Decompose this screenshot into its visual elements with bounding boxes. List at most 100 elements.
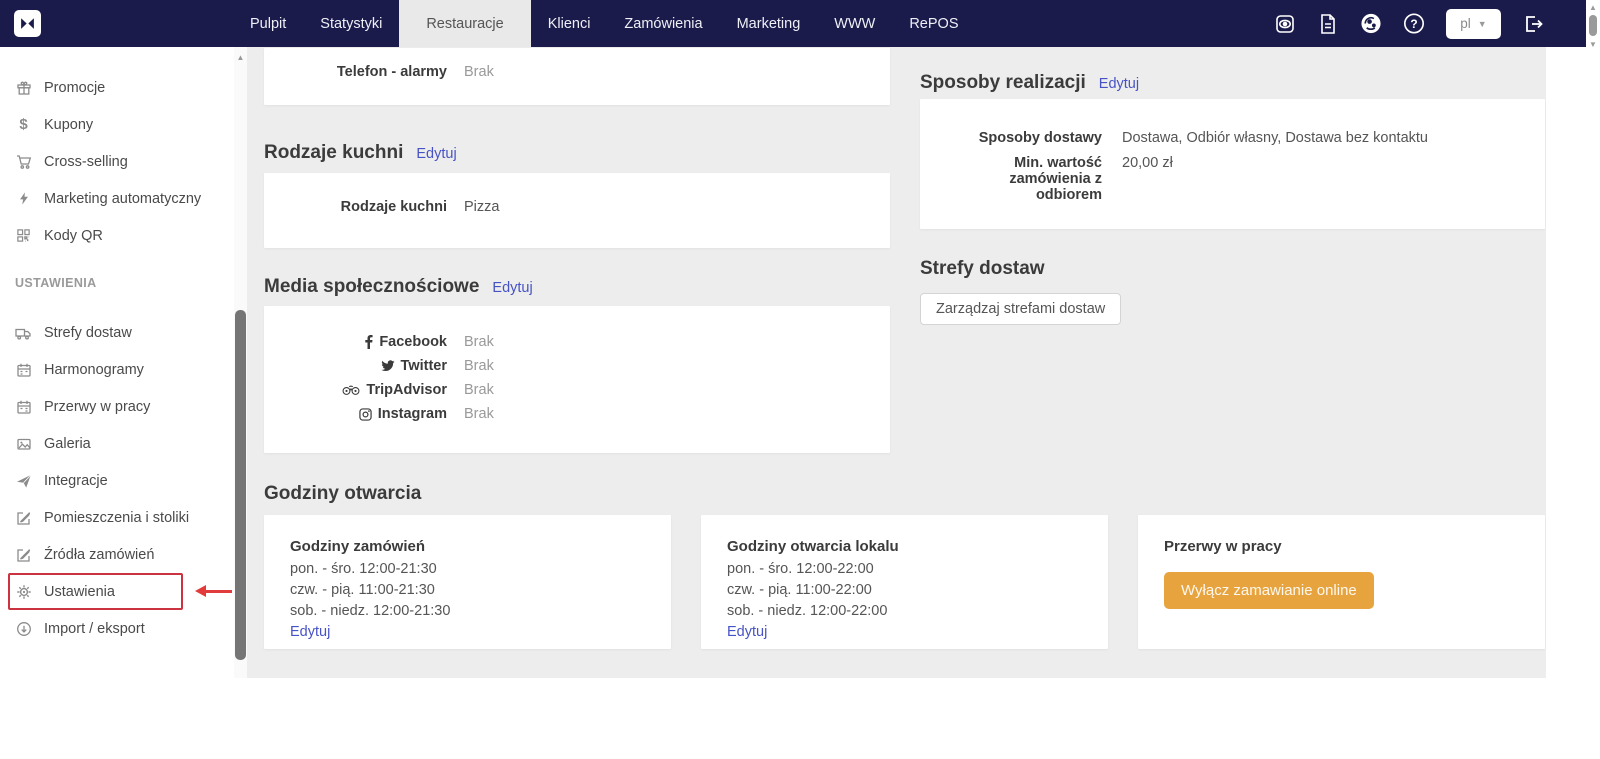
nav-item-zamowienia[interactable]: Zamówienia xyxy=(624,15,703,32)
venue-hours-edit-link[interactable]: Edytuj xyxy=(727,624,768,640)
hours-line: pon. - śro. 12:00-22:00 xyxy=(727,561,874,577)
phone-alarms-value: Brak xyxy=(464,64,494,80)
sidebar-item-import-eksport[interactable]: Import / eksport xyxy=(0,610,247,647)
sidebar-item-label: Przerwy w pracy xyxy=(44,398,151,415)
sidebar-item-label: Strefy dostaw xyxy=(44,324,132,341)
instagram-icon xyxy=(359,407,372,421)
nav-item-restauracje[interactable]: Restauracje xyxy=(399,0,531,47)
order-hours-edit-link[interactable]: Edytuj xyxy=(290,624,331,640)
image-icon xyxy=(15,435,32,452)
sidebar-item-label: Kupony xyxy=(44,116,94,133)
twitter-icon xyxy=(380,360,395,372)
cuisine-row-label: Rodzaje kuchni xyxy=(340,199,447,215)
import-export-icon xyxy=(15,620,32,637)
opening-hours-section: Godziny otwarcia Godziny zamówień pon. -… xyxy=(247,483,1546,649)
nav-item-pulpit[interactable]: Pulpit xyxy=(250,15,287,32)
cuisine-edit-link[interactable]: Edytuj xyxy=(416,146,457,162)
sidebar-item-harmonogramy[interactable]: Harmonogramy xyxy=(0,351,247,388)
sidebar-item-label: Cross-selling xyxy=(44,153,128,170)
main-content: Telefon - alarmy Brak Rodzaje kuchni Edy… xyxy=(247,47,1546,678)
language-dropdown[interactable]: pl ▼ xyxy=(1446,8,1501,39)
delivery-methods-value: Dostawa, Odbiór własny, Dostawa bez kont… xyxy=(1122,130,1428,146)
sidebar-item-label: Integracje xyxy=(44,472,108,489)
sidebar-item-label: Ustawienia xyxy=(44,583,115,600)
twitter-label: Twitter xyxy=(288,358,447,374)
social-edit-link[interactable]: Edytuj xyxy=(492,280,533,296)
sidebar-item-pomieszczenia-i-stoliki[interactable]: Pomieszczenia i stoliki xyxy=(0,499,247,536)
chevron-down-icon: ▼ xyxy=(1477,18,1487,29)
brand-logo[interactable] xyxy=(14,10,41,37)
fulfillment-heading: Sposoby realizacji xyxy=(920,72,1086,93)
edit-icon xyxy=(15,509,32,526)
sidebar-item-label: Marketing automatyczny xyxy=(44,190,202,207)
sidebar: Promocje $ Kupony Cross-selling xyxy=(0,47,247,678)
sidebar-item-label: Harmonogramy xyxy=(44,361,144,378)
left-column: Telefon - alarmy Brak Rodzaje kuchni Edy… xyxy=(264,47,890,453)
manage-delivery-zones-button[interactable]: Zarządzaj strefami dostaw xyxy=(920,293,1122,325)
sidebar-item-label: Import / eksport xyxy=(44,620,145,637)
hours-line: czw. - pią. 11:00-21:30 xyxy=(290,582,435,598)
opening-hours-heading: Godziny otwarcia xyxy=(264,483,422,504)
logout-icon[interactable] xyxy=(1522,13,1544,35)
sidebar-item-cross-selling[interactable]: Cross-selling xyxy=(0,143,247,180)
twitter-value: Brak xyxy=(464,358,494,374)
sidebar-item-strefy-dostaw[interactable]: Strefy dostaw xyxy=(0,314,247,351)
sidebar-item-kody-qr[interactable]: Kody QR xyxy=(0,217,247,254)
work-breaks-card: Przerwy w pracy Wyłącz zamawianie online xyxy=(1138,515,1545,649)
facebook-icon xyxy=(365,335,373,349)
edit-icon xyxy=(15,546,32,563)
social-heading: Media społecznościowe xyxy=(264,276,480,297)
sidebar-scrollbar-thumb[interactable] xyxy=(235,310,246,660)
navbar-actions: ? pl ▼ xyxy=(1274,0,1544,47)
sidebar-item-kupony[interactable]: $ Kupony xyxy=(0,106,247,143)
phone-alarms-label: Telefon - alarmy xyxy=(336,64,447,80)
nav-item-marketing[interactable]: Marketing xyxy=(736,15,801,32)
gift-icon xyxy=(15,79,32,96)
scroll-up-icon[interactable]: ▲ xyxy=(1589,3,1597,12)
sidebar-item-zrodla-zamowien[interactable]: Źródła zamówień xyxy=(0,536,247,573)
min-order-value: 20,00 zł xyxy=(1122,155,1173,171)
instagram-value: Brak xyxy=(464,406,494,422)
social-media-card: Facebook Brak Twitter Brak xyxy=(264,306,890,453)
order-hours-card: Godziny zamówień pon. - śro. 12:00-21:30… xyxy=(264,515,671,649)
nav-item-statystyki[interactable]: Statystyki xyxy=(320,15,383,32)
help-icon[interactable]: ? xyxy=(1403,13,1425,35)
fulfillment-edit-link[interactable]: Edytuj xyxy=(1098,76,1140,92)
paper-plane-icon xyxy=(15,472,32,489)
calendar-icon xyxy=(15,361,32,378)
nav-item-klienci[interactable]: Klienci xyxy=(547,15,591,32)
venue-hours-title: Godziny otwarcia lokalu xyxy=(727,538,899,555)
dollar-icon: $ xyxy=(19,116,28,133)
disable-online-ordering-button[interactable]: Wyłącz zamawianie online xyxy=(1164,572,1374,609)
scroll-up-icon[interactable]: ▲ xyxy=(236,53,245,62)
delivery-zones-heading: Strefy dostaw xyxy=(920,258,1045,279)
sidebar-item-marketing-automatyczny[interactable]: Marketing automatyczny xyxy=(0,180,247,217)
min-order-label: Min. wartość zamówienia z odbiorem xyxy=(1009,155,1102,203)
qr-code-icon xyxy=(15,227,32,244)
support-icon[interactable] xyxy=(1360,13,1382,35)
preview-icon[interactable] xyxy=(1274,13,1296,35)
main-menu: Pulpit Statystyki Restauracje Klienci Za… xyxy=(233,0,976,47)
fulfillment-card: Sposoby dostawy Dostawa, Odbiór własny, … xyxy=(920,99,1545,229)
hours-line: sob. - niedz. 12:00-21:30 xyxy=(290,603,451,619)
top-navbar: Pulpit Statystyki Restauracje Klienci Za… xyxy=(0,0,1600,47)
truck-icon xyxy=(15,324,32,341)
sidebar-item-promocje[interactable]: Promocje xyxy=(0,69,247,106)
scroll-down-icon[interactable]: ▼ xyxy=(1589,40,1597,49)
venue-hours-card: Godziny otwarcia lokalu pon. - śro. 12:0… xyxy=(701,515,1108,649)
sidebar-item-label: Promocje xyxy=(44,79,106,96)
sidebar-item-integracje[interactable]: Integracje xyxy=(0,462,247,499)
svg-text:?: ? xyxy=(1410,17,1417,31)
sidebar-item-galeria[interactable]: Galeria xyxy=(0,425,247,462)
sidebar-section-ustawienia-header: USTAWIENIA xyxy=(15,276,97,290)
delivery-methods-label: Sposoby dostawy xyxy=(978,130,1102,146)
language-code: pl xyxy=(1460,16,1471,31)
sidebar-item-ustawienia[interactable]: Ustawienia xyxy=(0,573,247,610)
sidebar-item-przerwy-w-pracy[interactable]: Przerwy w pracy xyxy=(0,388,247,425)
phone-alarms-card: Telefon - alarmy Brak xyxy=(264,48,890,105)
sidebar-scrollbar: ▲ xyxy=(234,47,247,678)
window-scrollbar-thumb[interactable] xyxy=(1589,15,1597,36)
document-icon[interactable] xyxy=(1317,13,1339,35)
nav-item-repos[interactable]: RePOS xyxy=(909,15,959,32)
nav-item-www[interactable]: WWW xyxy=(834,15,876,32)
